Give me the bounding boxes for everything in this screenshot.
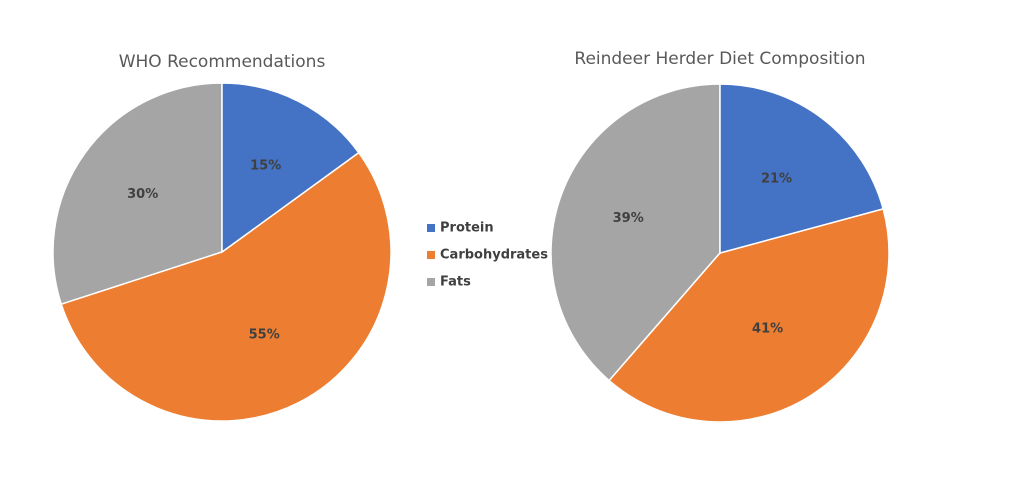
who-label-protein: 15% (250, 159, 281, 174)
legend-swatch-fats (427, 278, 435, 286)
reindeer-label-carbohydrates: 41% (752, 321, 783, 336)
who-pie-chart: WHO Recommendations 15% 55% 30% (52, 52, 392, 422)
who-slice-protein (221, 82, 360, 254)
reindeer-pie-chart: Reindeer Herder Diet Composition 21% 41% 3… (550, 49, 890, 423)
legend-swatch-carbohydrates (427, 251, 435, 259)
reindeer-slice-protein (719, 83, 885, 254)
who-chart-title: WHO Recommendations (119, 52, 326, 72)
reindeer-slice-carbohydrates (608, 207, 890, 423)
legend-label-carbohydrates: Carbohydrates (440, 248, 548, 263)
reindeer-label-protein: 21% (761, 172, 792, 187)
who-label-carbohydrates: 55% (249, 327, 280, 342)
reindeer-label-fats: 39% (613, 211, 644, 226)
reindeer-slice-fats (550, 83, 721, 382)
who-slice-carbohydrates (60, 151, 392, 422)
who-label-fats: 30% (127, 187, 158, 202)
reindeer-chart-title: Reindeer Herder Diet Composition (574, 49, 865, 69)
legend-label-protein: Protein (440, 221, 494, 236)
who-slice-fats (52, 82, 223, 306)
legend-label-fats: Fats (440, 275, 471, 290)
legend-swatch-protein (427, 224, 435, 232)
legend: Protein Carbohydrates Fats (427, 221, 548, 290)
